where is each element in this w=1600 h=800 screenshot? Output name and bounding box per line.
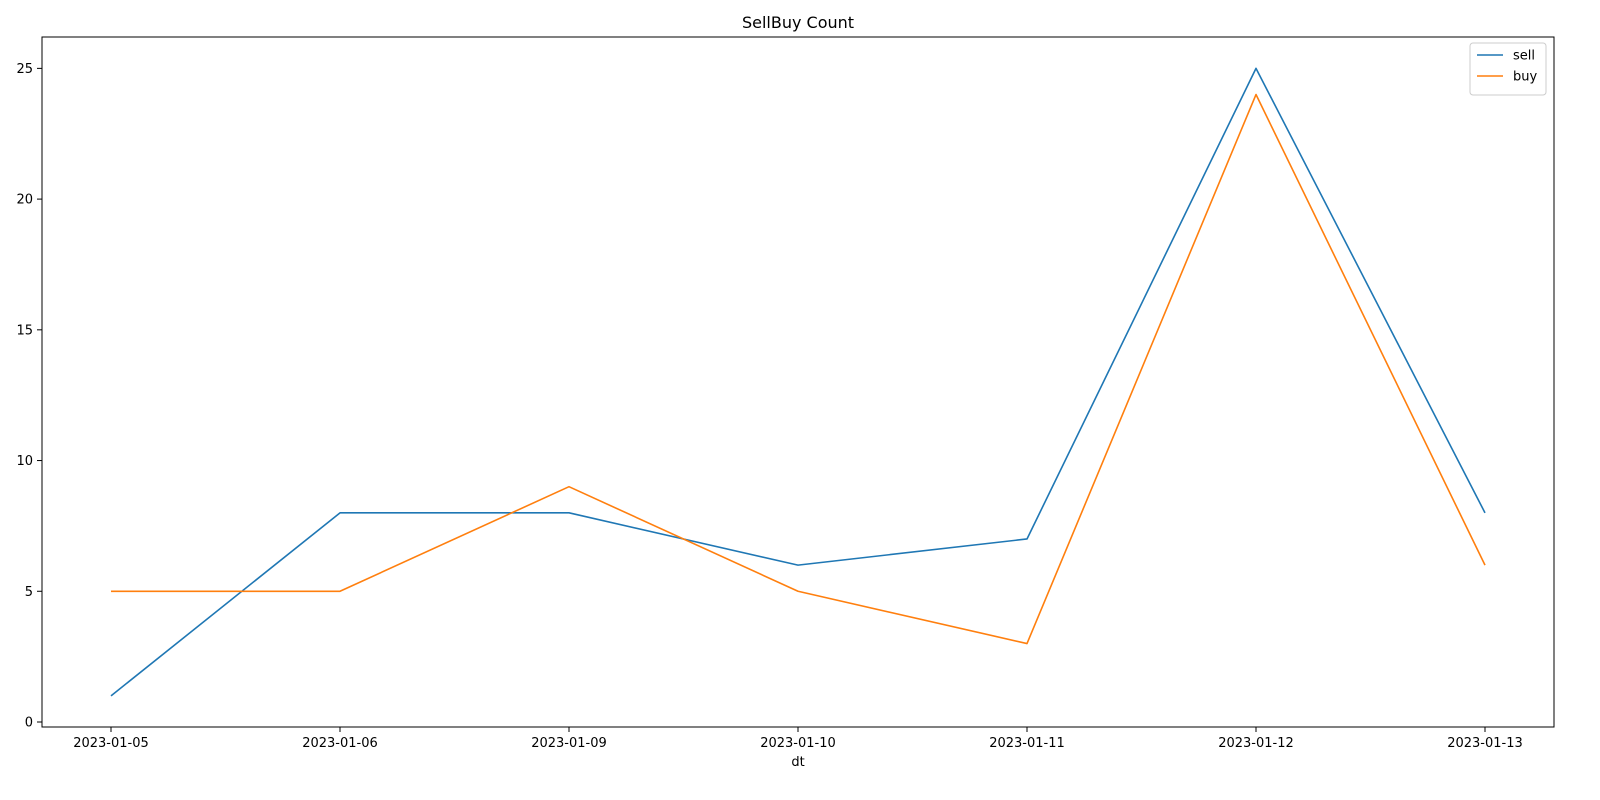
- legend-box: [1469, 42, 1547, 96]
- series-line-buy: [111, 93, 1486, 645]
- series-layer: [110, 67, 1486, 697]
- x-axis: 2023-01-05 2023-01-06 2023-01-09 2023-01-10…: [73, 727, 1523, 751]
- legend: sell buy: [1469, 42, 1547, 96]
- x-tick-label: 2023-01-10: [760, 736, 836, 751]
- chart-title: SellBuy Count: [742, 13, 854, 32]
- legend-label-buy: buy: [1513, 70, 1537, 85]
- y-axis: 0 5 10 15 20 25: [16, 62, 42, 731]
- plot-area-frame: [41, 36, 1555, 728]
- y-tick-label: 0: [25, 716, 33, 731]
- x-tick-label: 2023-01-11: [989, 736, 1065, 751]
- x-tick-label: 2023-01-13: [1447, 736, 1523, 751]
- x-tick-label: 2023-01-06: [302, 736, 378, 751]
- series-line-sell: [110, 67, 1486, 697]
- x-tick-label: 2023-01-09: [531, 736, 607, 751]
- y-tick-label: 15: [16, 323, 33, 338]
- y-tick-label: 5: [25, 585, 33, 600]
- x-axis-label: dt: [791, 755, 804, 770]
- x-tick-label: 2023-01-12: [1218, 736, 1294, 751]
- y-tick-label: 25: [16, 62, 33, 77]
- y-tick-label: 20: [16, 193, 33, 208]
- legend-label-sell: sell: [1513, 49, 1535, 64]
- y-tick-label: 10: [16, 454, 33, 469]
- x-tick-label: 2023-01-05: [73, 736, 149, 751]
